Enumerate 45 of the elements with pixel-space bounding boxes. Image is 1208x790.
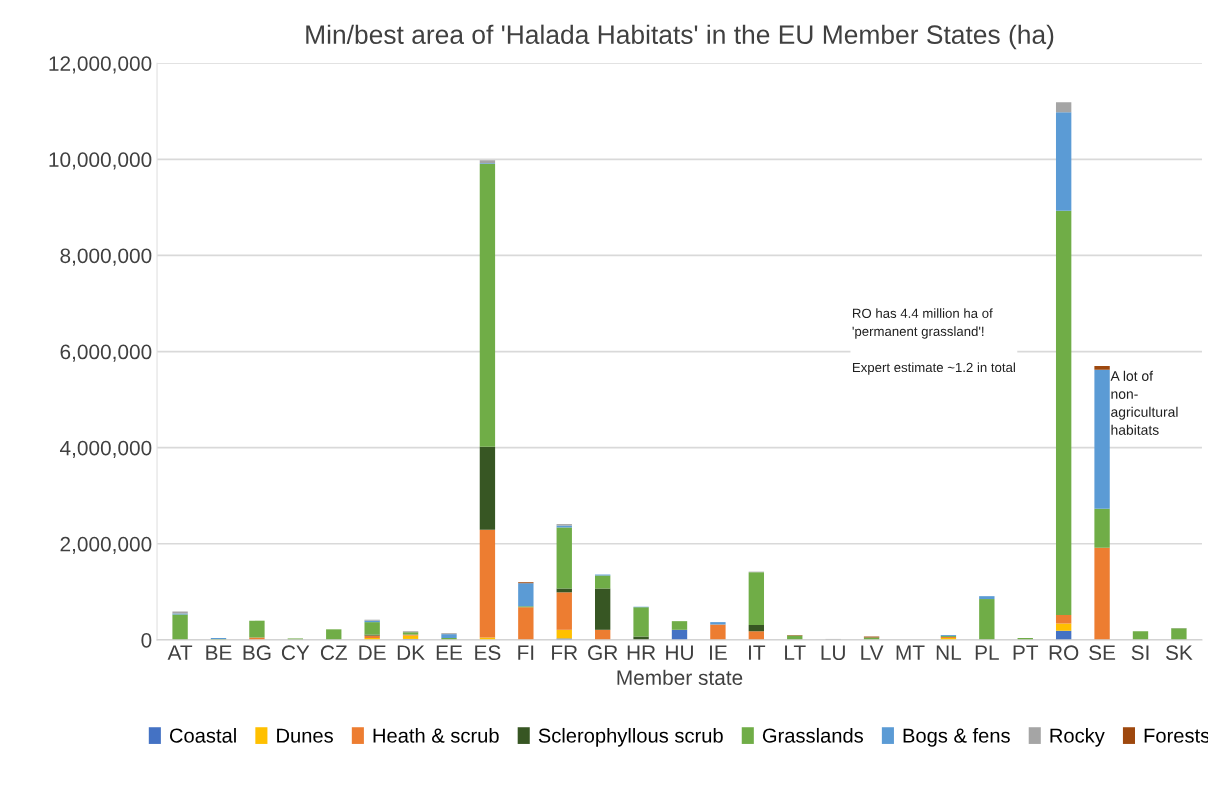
x-tick-label: BE [206,645,232,660]
y-tick-label: 12,000,000 [49,56,152,74]
y-tick-label: 0 [141,632,152,648]
legend-label: Dunes [277,728,333,743]
legend-label: Heath & scrub [373,727,499,743]
y-tick-label: 2,000,000 [60,536,152,554]
x-tick-label: NL [936,645,962,660]
x-tick-label: ES [475,645,501,661]
x-tick-label: PL [975,645,999,660]
y-tick-label: 10,000,000 [49,152,152,170]
x-tick-label: CZ [320,645,347,661]
y-tick-label: 4,000,000 [59,440,152,458]
x-tick-label: BG [243,645,271,661]
x-tick-label: HR [627,645,656,660]
x-tick-label: FR [552,645,578,660]
annotation: A lot of non- agricultural habitats [1110,370,1178,435]
x-tick-label: LT [785,645,806,660]
x-axis-title: Member state [617,669,743,686]
x-tick-label: DE [359,645,386,660]
legend-label: Bogs & fens [903,727,1010,747]
x-tick-label: IE [710,645,727,660]
x-tick-label: HU [666,645,693,661]
x-tick-label: EE [436,645,462,660]
x-tick-label: SI [1131,645,1149,661]
legend-label: Sclerophyllous scrub [538,727,723,747]
legend-label: Grasslands [762,727,864,743]
x-tick-label: RO [1049,645,1079,661]
x-tick-label: AT [167,645,193,660]
x-tick-label: IT [749,645,766,660]
x-tick-label: FI [518,645,534,660]
x-tick-label: GR [588,645,618,661]
x-tick-label: PT [1013,645,1039,660]
x-tick-label: LU [821,645,845,661]
x-tick-label: MT [896,645,925,660]
text: RO has 4.4 million ha of 'permanent grassland'! Expert estimate ~1.2 in total [852,308,1015,375]
x-tick-label: LV [861,645,884,660]
x-tick-label: CY [281,645,310,661]
y-tick-label: 6,000,000 [60,344,152,362]
y-tick-label: 8,000,000 [60,248,152,266]
x-tick-label: DK [397,645,425,660]
x-tick-label: SE [1089,645,1116,661]
chart-title: Min/best area of 'Halada Habitats' in the EU Member States (ha) [306,24,1054,50]
legend-label: Rocky [1050,727,1105,747]
x-tick-label: SK [1165,645,1193,661]
legend-label: Coastal [169,727,236,743]
